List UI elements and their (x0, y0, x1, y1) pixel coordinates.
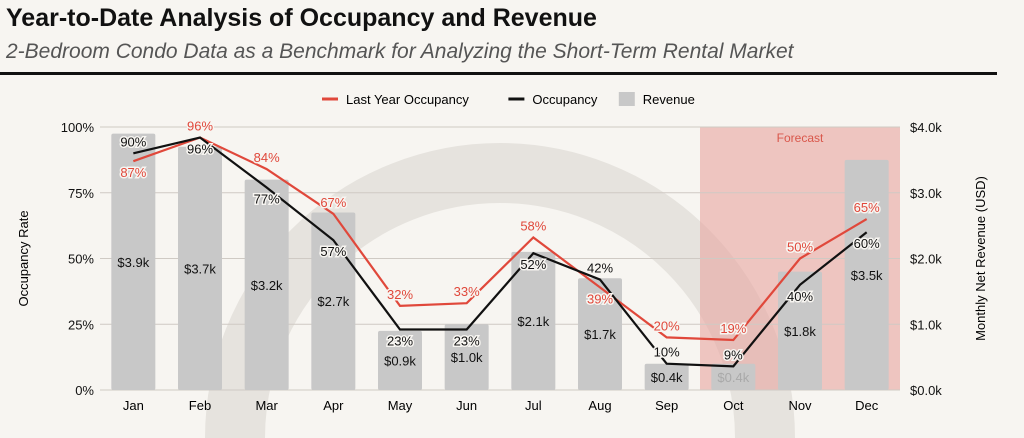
last-year-label: 39% (587, 291, 613, 306)
occupancy-label: 23% (454, 334, 480, 349)
occupancy-label: 57% (320, 244, 346, 259)
revenue-bar (644, 363, 689, 390)
forecast-label: Forecast (777, 131, 824, 145)
last-year-label: 20% (654, 318, 680, 333)
y-tick-label: 75% (68, 186, 94, 201)
legend-label: Revenue (643, 92, 695, 107)
y-tick-label: 100% (61, 120, 95, 135)
occupancy-label: 42% (587, 261, 613, 276)
revenue-bar (511, 251, 556, 390)
revenue-label: $3.7k (184, 261, 216, 276)
revenue-bar (444, 324, 489, 390)
occupancy-label: 23% (387, 334, 413, 349)
occupancy-label: 96% (187, 142, 213, 157)
y-axis-label: Occupancy Rate (16, 210, 31, 306)
revenue-label: $3.5k (851, 268, 883, 283)
chart-subtitle: 2-Bedroom Condo Data as a Benchmark for … (6, 40, 794, 63)
revenue-bar (711, 363, 756, 390)
y2-tick-label: $1.0k (910, 317, 942, 332)
revenue-label: $1.0k (451, 350, 483, 365)
last-year-label: 84% (254, 150, 280, 165)
revenue-bar (178, 146, 222, 390)
revenue-bar (844, 159, 889, 390)
occupancy-label: 40% (787, 289, 813, 304)
revenue-label: $2.7k (317, 294, 349, 309)
line-occupancy (133, 136, 868, 368)
last-year-label: 58% (520, 218, 546, 233)
revenue-bar (378, 330, 422, 390)
x-tick-label: Apr (323, 398, 344, 413)
revenue-label: $0.4k (651, 370, 683, 385)
divider (0, 72, 997, 75)
x-tick-label: Jul (525, 398, 542, 413)
y2-tick-label: $2.0k (910, 252, 942, 267)
x-tick-label: Dec (855, 398, 879, 413)
y2-tick-label: $3.0k (910, 186, 942, 201)
revenue-label: $3.2k (251, 278, 283, 293)
occupancy-label: 90% (120, 134, 146, 149)
last-year-label: 19% (720, 321, 746, 336)
revenue-bar (244, 179, 289, 390)
occupancy-label: 9% (724, 347, 743, 362)
y-tick-label: 0% (75, 383, 94, 398)
revenue-label: $1.7k (584, 327, 616, 342)
last-year-label: 96% (187, 119, 213, 134)
occupancy-label: 60% (854, 236, 880, 251)
y2-tick-label: $0.0k (910, 383, 942, 398)
x-tick-label: Feb (189, 398, 211, 413)
last-year-label: 67% (320, 195, 346, 210)
legend-swatch (618, 92, 635, 106)
occupancy-label: 52% (520, 257, 546, 272)
revenue-label: $0.4k (717, 370, 749, 385)
revenue-bar (578, 278, 622, 390)
revenue-label: $1.8k (784, 324, 816, 339)
x-tick-label: Mar (255, 398, 278, 413)
revenue-label: $2.1k (517, 314, 549, 329)
revenue-bar (311, 212, 356, 390)
last-year-label: 87% (120, 165, 146, 180)
x-tick-label: May (388, 398, 413, 413)
legend-label: Last Year Occupancy (346, 92, 469, 107)
x-tick-label: Sep (655, 398, 678, 413)
last-year-label: 65% (854, 200, 880, 215)
legend-label: Occupancy (532, 92, 598, 107)
occupancy-label: 10% (654, 345, 680, 360)
chart-title: Year-to-Date Analysis of Occupancy and R… (6, 4, 597, 32)
line-last-year-occupancy (132, 136, 868, 342)
x-tick-label: Jan (123, 398, 144, 413)
revenue-label: $3.9k (117, 255, 149, 270)
revenue-label: $0.9k (384, 353, 416, 368)
revenue-bar (111, 133, 156, 390)
x-tick-label: Nov (788, 398, 812, 413)
revenue-bar (778, 271, 822, 390)
y2-tick-label: $4.0k (910, 120, 942, 135)
last-year-label: 32% (387, 287, 413, 302)
x-tick-label: Jun (456, 398, 477, 413)
last-year-label: 50% (787, 240, 813, 255)
last-year-label: 33% (454, 284, 480, 299)
y2-axis-label: Monthly Net Revenue (USD) (973, 176, 988, 341)
occupancy-label: 77% (254, 191, 280, 206)
x-tick-label: Oct (723, 398, 744, 413)
x-tick-label: Aug (588, 398, 611, 413)
y-tick-label: 25% (68, 317, 94, 332)
y-tick-label: 50% (68, 252, 94, 267)
